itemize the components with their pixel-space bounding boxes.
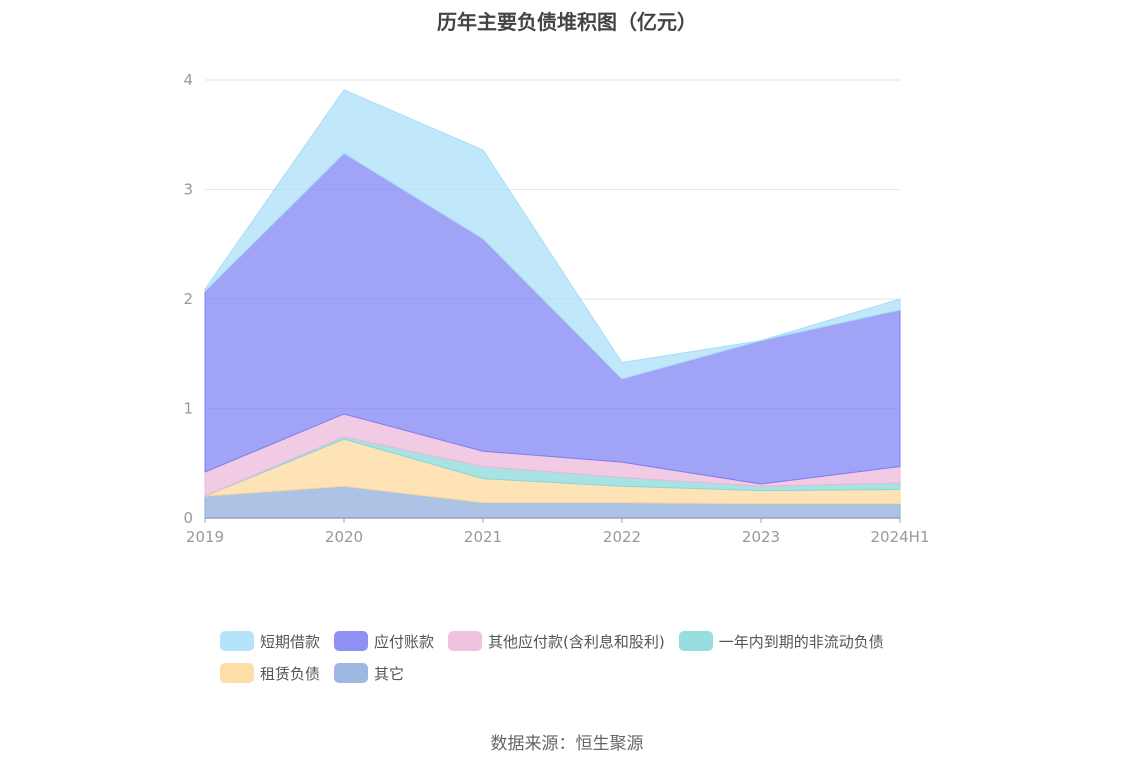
legend-swatch bbox=[334, 663, 369, 683]
legend-item[interactable]: 租赁负债 bbox=[220, 662, 320, 684]
x-tick-label: 2019 bbox=[186, 528, 224, 546]
legend-label: 其它 bbox=[374, 664, 405, 683]
x-tick-label: 2023 bbox=[742, 528, 780, 546]
legend-label: 租赁负债 bbox=[260, 664, 321, 683]
x-tick-label: 2024H1 bbox=[871, 528, 930, 546]
legend-swatch bbox=[678, 631, 713, 651]
area-短期借款 bbox=[204, 89, 901, 380]
chart-title: 历年主要负债堆积图（亿元） bbox=[437, 10, 697, 34]
x-tick-label: 2021 bbox=[464, 528, 502, 546]
axes: 0 1 2 3 4 2019 2020 2021 2022 2023 2024H1 bbox=[183, 71, 929, 546]
legend-item[interactable]: 短期借款 bbox=[220, 630, 320, 652]
y-tick-label: 1 bbox=[183, 400, 193, 418]
x-tick-label: 2022 bbox=[603, 528, 641, 546]
legend-swatch bbox=[334, 631, 369, 651]
legend-item[interactable]: 其它 bbox=[334, 662, 404, 684]
x-tick-label: 2020 bbox=[325, 528, 363, 546]
y-tick-label: 4 bbox=[183, 71, 193, 89]
legend-label: 一年内到期的非流动负债 bbox=[718, 632, 884, 651]
legend-item[interactable]: 应付账款 bbox=[334, 630, 434, 652]
y-tick-label: 2 bbox=[183, 290, 193, 308]
legend: 短期借款 应付账款 其他应付款(含利息和股利) 一年内到期的非流动负债租赁负债 其它 bbox=[220, 630, 940, 684]
legend-swatch bbox=[448, 631, 483, 651]
legend-label: 其他应付款(含利息和股利) bbox=[488, 632, 665, 651]
legend-label: 短期借款 bbox=[260, 632, 321, 651]
legend-swatch bbox=[220, 631, 254, 651]
legend-swatch bbox=[220, 663, 254, 683]
legend-item[interactable]: 一年内到期的非流动负债 bbox=[678, 630, 884, 652]
y-tick-label: 3 bbox=[183, 181, 193, 199]
area-series bbox=[204, 89, 901, 519]
y-tick-label: 0 bbox=[183, 509, 193, 527]
legend-item[interactable]: 其他应付款(含利息和股利) bbox=[448, 630, 665, 652]
legend-label: 应付账款 bbox=[374, 632, 435, 651]
source-note: 数据来源：恒生聚源 bbox=[490, 734, 644, 754]
